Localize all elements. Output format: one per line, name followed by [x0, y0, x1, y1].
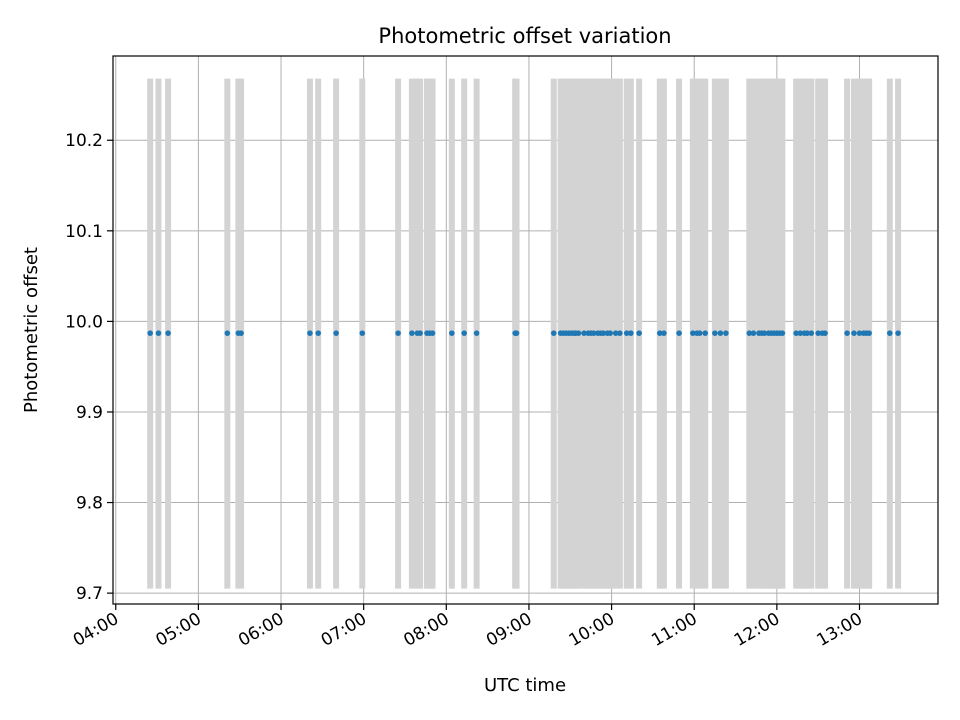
y-tick-label: 10.0 [65, 312, 103, 332]
y-tick-label: 9.9 [76, 403, 103, 423]
data-point [696, 330, 703, 336]
data-point [429, 330, 436, 336]
data-point [590, 330, 597, 336]
data-point [461, 330, 468, 336]
data-point [746, 330, 753, 336]
data-point [333, 330, 339, 336]
data-point [822, 330, 828, 336]
data-point [779, 330, 786, 336]
data-point [797, 330, 804, 336]
data-point [417, 330, 423, 336]
data-point [690, 330, 696, 336]
data-point [750, 330, 757, 336]
data-point [723, 330, 729, 336]
data-point [600, 330, 607, 336]
data-point [224, 330, 231, 336]
data-point [866, 330, 872, 336]
data-point [409, 330, 415, 336]
data-point [661, 330, 667, 336]
data-point [617, 330, 623, 336]
y-tick-label: 10.2 [65, 131, 103, 151]
data-point [307, 330, 313, 336]
data-point [513, 330, 520, 336]
y-axis-ticks: 9.7 9.8 9.9 10.0 10.1 10.2 [65, 131, 113, 604]
data-point [856, 330, 863, 336]
data-point [550, 330, 557, 336]
data-points [147, 330, 901, 336]
data-point [808, 330, 815, 336]
data-point [359, 330, 366, 336]
data-point [612, 330, 619, 336]
data-point [656, 330, 663, 336]
plot-area-frame [112, 55, 939, 605]
y-tick-label: 9.8 [76, 494, 103, 514]
data-point [581, 330, 587, 336]
data-point [761, 330, 768, 336]
data-point [473, 330, 480, 336]
data-point [717, 330, 724, 336]
data-point [815, 330, 821, 336]
data-point [315, 330, 322, 336]
data-point [395, 330, 401, 336]
data-point [886, 330, 893, 336]
data-point [636, 330, 642, 336]
data-point [712, 330, 718, 336]
data-point [702, 330, 709, 336]
data-point [844, 330, 850, 336]
data-point [238, 330, 244, 336]
data-point [628, 330, 634, 336]
data-point [895, 330, 901, 336]
y-tick-label: 10.1 [65, 222, 103, 242]
data-point [676, 330, 682, 336]
y-tick-label: 9.7 [76, 584, 103, 604]
data-point [165, 330, 171, 336]
data-point [575, 330, 582, 336]
x-axis-label: UTC time [484, 675, 566, 696]
data-point [804, 330, 810, 336]
data-point [155, 330, 162, 336]
chart-title: Photometric offset variation [378, 24, 671, 48]
data-point [851, 330, 857, 336]
data-point [147, 330, 153, 336]
data-point [623, 330, 630, 336]
data-point [607, 330, 614, 336]
data-point [449, 330, 455, 336]
y-axis-label: Photometric offset [21, 247, 42, 413]
data-point [793, 330, 799, 336]
